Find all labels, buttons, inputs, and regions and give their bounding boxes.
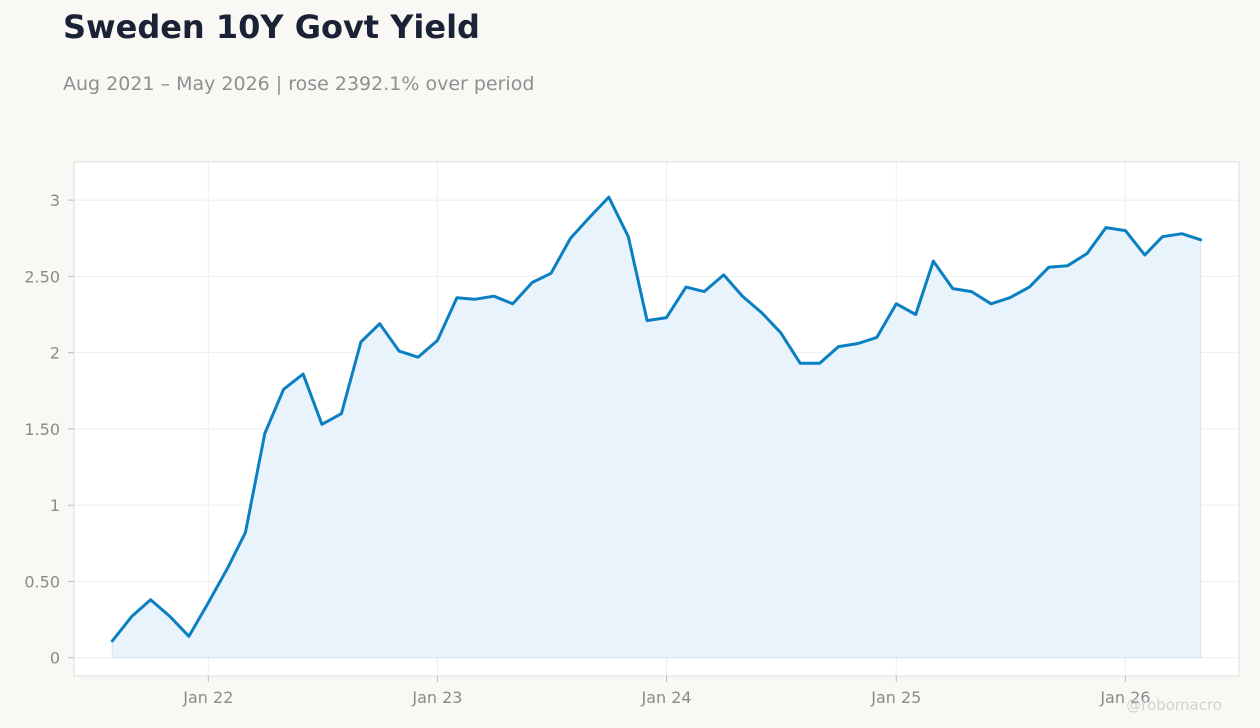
data-point	[875, 336, 878, 339]
data-point	[436, 339, 439, 342]
data-point	[320, 423, 324, 426]
x-tick-label: Jan 23	[411, 688, 462, 707]
data-point	[1143, 253, 1147, 257]
data-point	[799, 362, 802, 365]
data-point	[856, 342, 860, 345]
data-point	[1180, 232, 1184, 235]
data-point	[168, 615, 172, 618]
watermark: @robomacro	[1126, 696, 1222, 714]
data-point	[722, 273, 725, 277]
data-point	[837, 345, 840, 348]
data-point	[760, 311, 764, 315]
data-point	[207, 601, 210, 604]
y-tick-label: 0	[50, 649, 60, 668]
data-point	[895, 302, 898, 305]
data-point	[1028, 285, 1031, 289]
data-point	[511, 302, 514, 305]
data-point	[301, 372, 305, 376]
data-point	[187, 635, 191, 638]
x-tick-label: Jan 24	[640, 688, 691, 707]
data-point	[455, 296, 459, 299]
data-point	[1124, 229, 1127, 232]
data-point	[1199, 238, 1202, 241]
data-point	[970, 290, 973, 293]
data-point	[378, 322, 381, 325]
y-tick-label: 1.50	[24, 420, 60, 439]
y-tick-label: 1	[50, 496, 60, 515]
data-point	[416, 356, 420, 359]
data-point	[531, 281, 534, 284]
y-tick-label: 2.50	[24, 267, 60, 286]
data-point	[111, 639, 114, 643]
data-point	[1104, 226, 1108, 229]
series-line	[110, 195, 1203, 643]
data-point	[492, 295, 496, 298]
data-point	[932, 259, 935, 263]
data-point	[244, 531, 247, 534]
data-point	[1085, 252, 1089, 255]
data-point	[588, 215, 592, 219]
x-axis: Jan 22 Jan 23 Jan 24 Jan 25 Jan 26	[182, 676, 1150, 707]
data-point	[703, 290, 706, 293]
x-tick-label: Jan 26	[1099, 688, 1150, 707]
data-point	[359, 340, 363, 344]
data-point	[645, 319, 649, 322]
x-tick-label: Jan 22	[182, 688, 233, 707]
data-points	[111, 195, 1202, 643]
data-point	[951, 287, 954, 290]
data-point	[340, 412, 343, 415]
data-point	[569, 237, 572, 240]
x-tick-label: Jan 25	[870, 688, 921, 707]
data-point	[1161, 235, 1164, 238]
data-point	[914, 313, 917, 316]
data-point	[263, 432, 266, 435]
y-axis: 0 0.50 1 1.50 2 2.50 3	[24, 191, 74, 668]
y-tick-label: 3	[50, 191, 60, 210]
data-point	[779, 331, 782, 334]
data-point	[397, 349, 401, 353]
data-point	[549, 272, 553, 275]
data-point	[818, 362, 821, 365]
data-point	[282, 388, 285, 391]
data-point	[226, 566, 229, 569]
data-point	[607, 195, 610, 199]
data-point	[684, 285, 688, 289]
data-point	[1047, 266, 1051, 269]
y-tick-label: 0.50	[24, 572, 60, 591]
data-point	[130, 615, 133, 618]
data-point	[473, 298, 476, 301]
data-point	[741, 295, 744, 298]
data-point	[627, 235, 630, 238]
data-point	[1008, 296, 1012, 299]
data-point	[665, 316, 668, 319]
chart-subtitle: Aug 2021 – May 2026 | rose 2392.1% over …	[63, 73, 535, 95]
data-point	[149, 598, 152, 601]
chart-title: Sweden 10Y Govt Yield	[63, 8, 480, 46]
data-point	[989, 302, 993, 305]
y-tick-label: 2	[50, 344, 60, 363]
data-point	[1066, 264, 1069, 267]
